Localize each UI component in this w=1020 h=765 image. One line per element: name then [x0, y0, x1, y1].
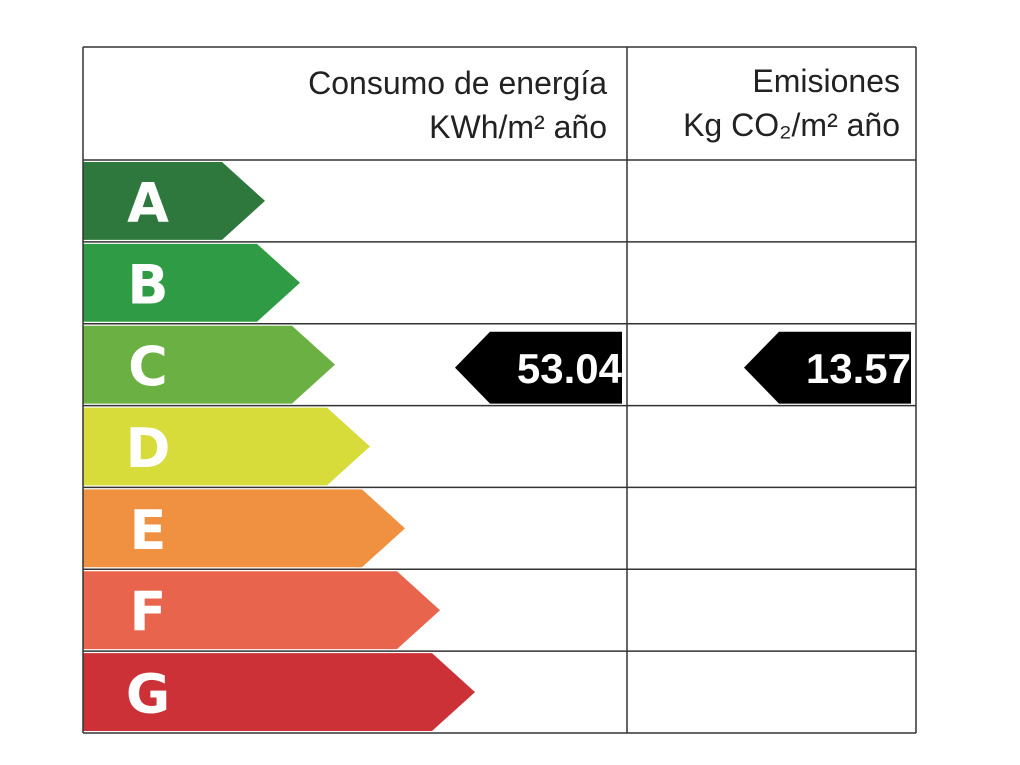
rating-letter: B — [127, 253, 168, 316]
value-label: 13.57 — [806, 345, 911, 392]
rating-arrow — [83, 653, 475, 731]
consumption-title: Consumo de energía — [308, 65, 607, 101]
rating-arrow — [83, 162, 265, 240]
consumption-unit: KWh/m² año — [429, 109, 607, 145]
rating-arrow — [83, 407, 370, 486]
value-label: 53.04 — [517, 345, 623, 392]
rating-arrow — [83, 325, 335, 404]
rating-arrow — [83, 489, 405, 568]
value-pointer — [455, 331, 622, 404]
rating-letter: A — [127, 171, 169, 234]
rating-letter: F — [130, 581, 167, 644]
value-pointer — [744, 331, 911, 404]
rating-letter: E — [130, 499, 167, 562]
emissions-title: Emisiones — [752, 63, 900, 99]
rating-letter: D — [126, 417, 171, 480]
rating-arrow — [83, 571, 440, 650]
rating-letter: C — [128, 335, 168, 398]
emissions-unit: Kg CO₂/m² año — [683, 107, 900, 143]
rating-letter: G — [126, 663, 170, 726]
rating-arrow — [83, 243, 300, 322]
